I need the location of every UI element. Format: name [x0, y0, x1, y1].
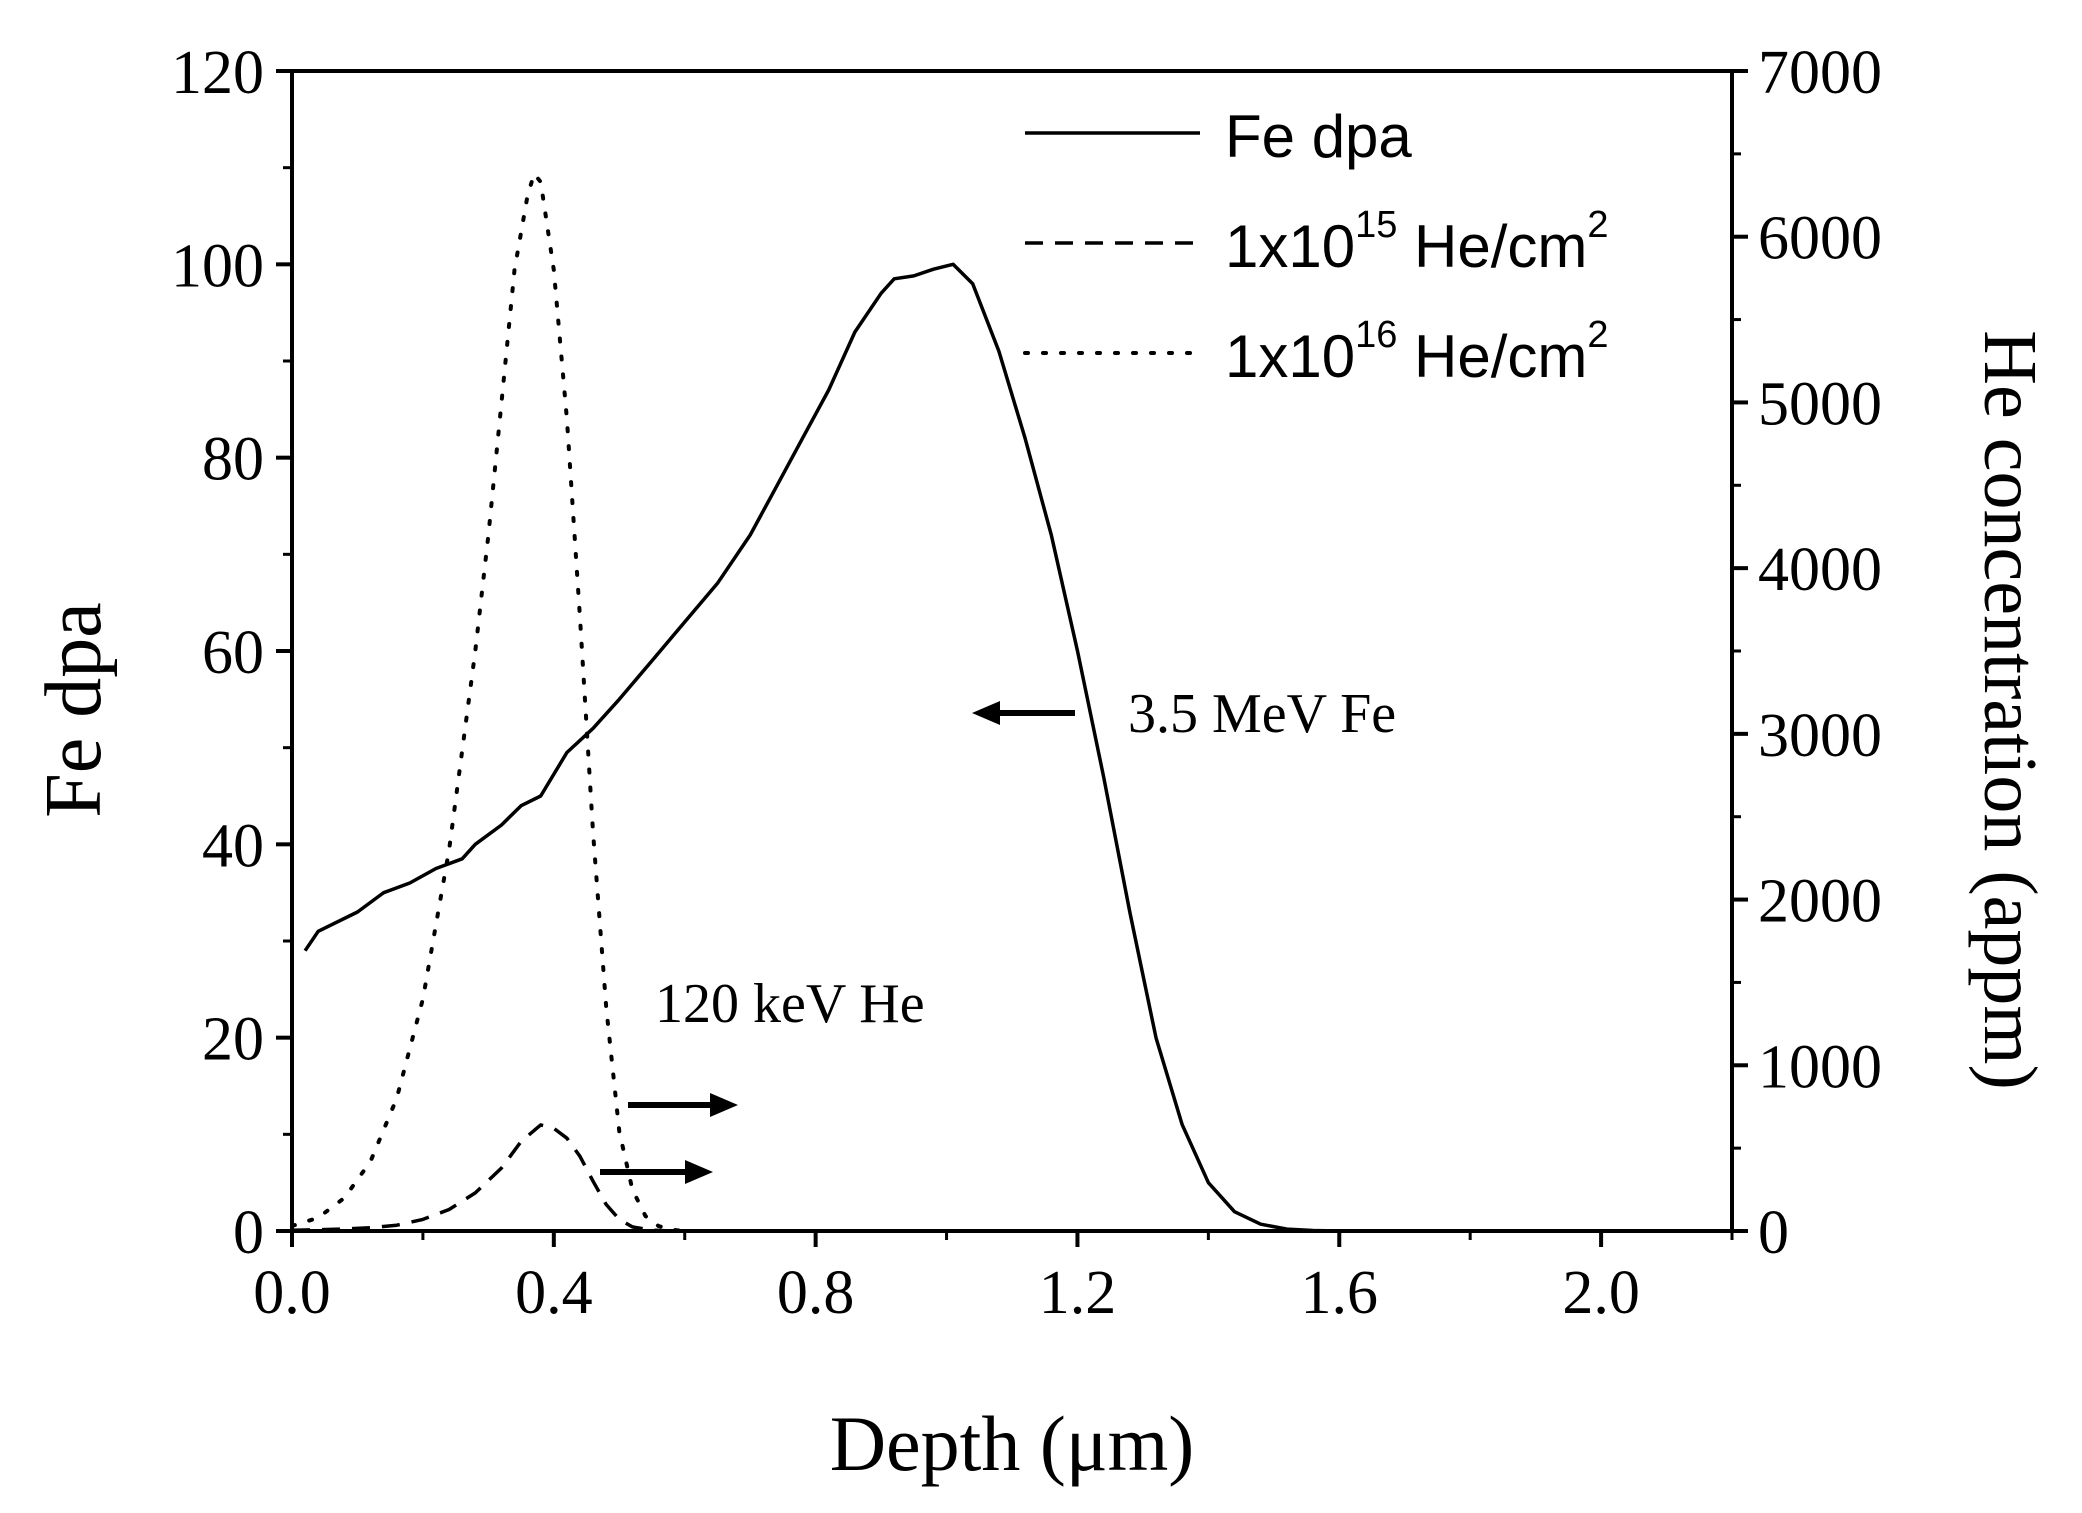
y-right-tick-label: 2000 — [1758, 868, 1882, 936]
x-tick-label: 0.0 — [253, 1259, 331, 1327]
y-left-tick-label: 60 — [202, 619, 264, 687]
series-line-dotted — [290, 171, 687, 1233]
x-tick-label: 0.8 — [777, 1259, 855, 1327]
x-tick-label: 2.0 — [1562, 1259, 1640, 1327]
y-right-tick-label: 3000 — [1758, 702, 1882, 770]
y-left-tick-label: 0 — [233, 1199, 264, 1267]
legend-1e16-rest: He/cm — [1397, 323, 1587, 390]
legend-label-1e15: 1x1015 He/cm2 — [1225, 204, 1609, 280]
x-tick-label: 1.6 — [1301, 1259, 1379, 1327]
y-left-axis-label: Fe dpa — [30, 602, 118, 818]
y-right-tick-label: 7000 — [1758, 39, 1882, 107]
he-arrow-head-lower — [685, 1160, 713, 1184]
y-left-tick-label: 120 — [171, 39, 264, 107]
y-left-tick-label: 80 — [202, 426, 264, 494]
y-left-axis-ticks: 0 20 40 60 80 100 120 — [171, 39, 292, 1267]
series-layer — [290, 171, 1340, 1233]
y-right-tick-label: 4000 — [1758, 536, 1882, 604]
series-line-solid — [303, 262, 1340, 1233]
legend-label-fe-dpa: Fe dpa — [1225, 103, 1412, 170]
fe-annotation-label: 3.5 MeV Fe — [1128, 683, 1396, 745]
series-line-dashed — [291, 1123, 672, 1233]
legend-1e16-sup: 16 — [1355, 314, 1397, 356]
y-right-axis-label: He concentration (appm) — [1968, 330, 2052, 1090]
y-left-tick-label: 20 — [202, 1006, 264, 1074]
annotations: 3.5 MeV Fe 120 keV He — [600, 683, 1396, 1184]
he-arrow-head-upper — [710, 1093, 738, 1117]
x-axis-label: Depth (μm) — [830, 1400, 1195, 1487]
x-tick-label: 0.4 — [515, 1259, 593, 1327]
legend-1e16-main: 1x10 — [1225, 323, 1355, 390]
y-left-tick-label: 100 — [171, 232, 264, 300]
legend: Fe dpa 1x1015 He/cm2 1x1016 He/cm2 — [1023, 103, 1609, 390]
legend-1e16-sup2: 2 — [1587, 314, 1608, 356]
legend-1e15-rest: He/cm — [1397, 213, 1587, 280]
x-axis-ticks: 0.0 0.4 0.8 1.2 1.6 2.0 — [253, 1231, 1734, 1327]
y-right-tick-label: 6000 — [1758, 205, 1882, 273]
legend-1e15-main: 1x10 — [1225, 213, 1355, 280]
x-tick-label: 1.2 — [1039, 1259, 1117, 1327]
y-right-tick-label: 0 — [1758, 1199, 1789, 1267]
he-annotation-label: 120 keV He — [655, 973, 925, 1035]
fe-arrow-head — [972, 701, 1000, 725]
y-left-tick-label: 40 — [202, 812, 264, 880]
y-right-axis-ticks: 0 1000 2000 3000 4000 5000 6000 7000 — [1732, 39, 1882, 1267]
y-right-tick-label: 1000 — [1758, 1033, 1882, 1101]
legend-1e15-sup: 15 — [1355, 204, 1397, 246]
y-right-tick-label: 5000 — [1758, 370, 1882, 438]
legend-1e15-sup2: 2 — [1587, 204, 1608, 246]
legend-label-1e16: 1x1016 He/cm2 — [1225, 314, 1609, 390]
